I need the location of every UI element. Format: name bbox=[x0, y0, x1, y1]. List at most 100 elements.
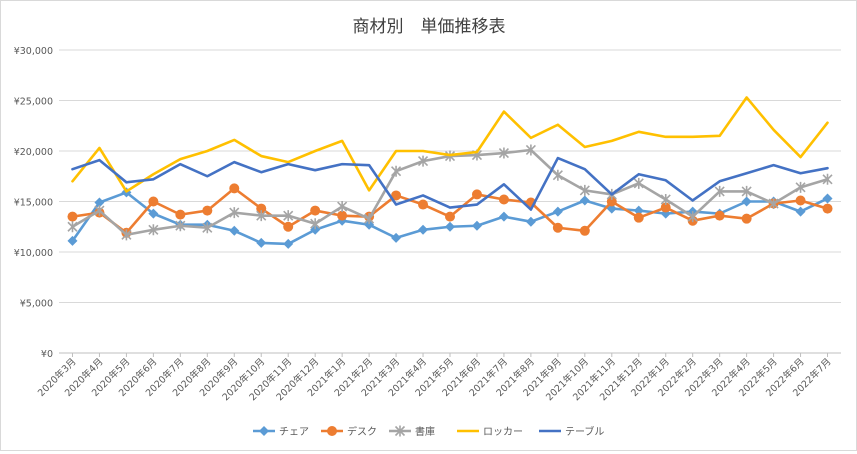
data-point bbox=[256, 210, 267, 222]
data-point bbox=[283, 221, 294, 232]
series-5 bbox=[71, 156, 829, 211]
data-point bbox=[795, 206, 806, 217]
data-point bbox=[417, 155, 429, 167]
legend-label: テーブル bbox=[565, 425, 604, 438]
data-point bbox=[283, 210, 294, 222]
data-point bbox=[660, 202, 671, 213]
x-axis: 2020年3月2020年4月2020年5月2020年6月2020年7月2020年… bbox=[35, 353, 834, 403]
data-point bbox=[337, 201, 348, 213]
data-point bbox=[259, 426, 269, 436]
y-tick-label: ¥10,000 bbox=[14, 248, 53, 259]
data-point bbox=[148, 196, 159, 207]
data-point bbox=[714, 185, 725, 197]
y-tick-label: ¥5,000 bbox=[20, 299, 53, 310]
data-point bbox=[579, 184, 590, 196]
legend: チェア デスク 書庫 ロッカー テーブル bbox=[253, 425, 604, 438]
data-point bbox=[471, 220, 482, 231]
data-point bbox=[148, 208, 159, 219]
data-point bbox=[525, 144, 536, 156]
data-point bbox=[283, 238, 294, 249]
data-point bbox=[364, 213, 375, 225]
data-point bbox=[795, 195, 806, 206]
series-2 bbox=[67, 183, 833, 238]
data-point bbox=[445, 221, 455, 232]
y-tick-label: ¥25,000 bbox=[14, 97, 53, 108]
legend-label: チェア bbox=[279, 426, 309, 438]
data-point bbox=[498, 147, 509, 159]
data-point bbox=[94, 205, 105, 217]
data-point bbox=[498, 211, 509, 222]
data-point bbox=[229, 225, 240, 236]
data-point bbox=[822, 203, 833, 214]
data-point bbox=[391, 165, 402, 177]
legend-label: ロッカー bbox=[483, 426, 523, 438]
data-point bbox=[445, 211, 455, 222]
data-point bbox=[471, 189, 482, 200]
y-tick-label: ¥20,000 bbox=[14, 147, 53, 158]
data-point bbox=[327, 426, 337, 436]
y-tick-label: ¥15,000 bbox=[14, 198, 53, 209]
data-point bbox=[310, 205, 321, 216]
data-point bbox=[741, 196, 752, 207]
legend-item: チェア bbox=[253, 426, 309, 438]
y-tick-label: ¥30,000 bbox=[14, 46, 53, 57]
gridlines bbox=[59, 49, 841, 354]
data-point bbox=[660, 193, 671, 205]
data-point bbox=[822, 173, 833, 185]
series-line bbox=[71, 156, 829, 211]
data-point bbox=[633, 212, 644, 223]
data-point bbox=[175, 220, 186, 232]
legend-item: ロッカー bbox=[457, 426, 523, 438]
data-point bbox=[67, 221, 78, 233]
data-point bbox=[148, 224, 159, 236]
data-point bbox=[687, 211, 698, 223]
series-line bbox=[71, 96, 829, 193]
data-point bbox=[741, 185, 752, 197]
y-tick-label: ¥0 bbox=[41, 349, 53, 360]
data-point bbox=[202, 205, 213, 216]
legend-label: デスク bbox=[347, 425, 377, 438]
data-point bbox=[714, 210, 725, 221]
data-point bbox=[418, 199, 429, 210]
data-point bbox=[552, 169, 563, 181]
data-point bbox=[579, 195, 590, 206]
data-point bbox=[579, 225, 590, 236]
data-point bbox=[552, 206, 563, 217]
series-lines bbox=[67, 96, 833, 249]
data-point bbox=[418, 224, 429, 235]
data-point bbox=[525, 216, 536, 227]
data-point bbox=[795, 181, 806, 193]
data-point bbox=[229, 207, 240, 219]
data-point bbox=[229, 183, 240, 194]
legend-label: 書庫 bbox=[415, 425, 435, 438]
data-point bbox=[121, 229, 132, 241]
data-point bbox=[67, 235, 78, 246]
data-point bbox=[256, 237, 267, 248]
data-point bbox=[256, 203, 267, 214]
legend-item: テーブル bbox=[539, 425, 604, 438]
data-point bbox=[768, 198, 779, 210]
legend-item: 書庫 bbox=[389, 425, 435, 438]
data-point bbox=[606, 196, 617, 207]
data-point bbox=[175, 209, 186, 220]
data-point bbox=[741, 213, 752, 224]
legend-item: デスク bbox=[321, 425, 377, 438]
data-point bbox=[822, 193, 833, 204]
data-point bbox=[552, 222, 563, 233]
chart-title: 商材別 単価推移表 bbox=[353, 17, 506, 37]
data-point bbox=[391, 232, 402, 243]
data-point bbox=[310, 218, 321, 230]
data-point bbox=[67, 211, 78, 222]
data-point bbox=[202, 222, 213, 234]
data-point bbox=[633, 177, 644, 189]
y-axis-tick-labels: ¥0 ¥5,000 ¥10,000 ¥15,000 ¥20,000 ¥25,000 ¥30,… bbox=[14, 46, 53, 360]
data-point bbox=[498, 194, 509, 205]
data-point bbox=[394, 425, 406, 437]
data-point bbox=[337, 210, 348, 221]
data-point bbox=[391, 190, 402, 201]
data-point bbox=[94, 197, 105, 208]
data-point bbox=[633, 205, 644, 216]
series-4 bbox=[71, 96, 829, 193]
